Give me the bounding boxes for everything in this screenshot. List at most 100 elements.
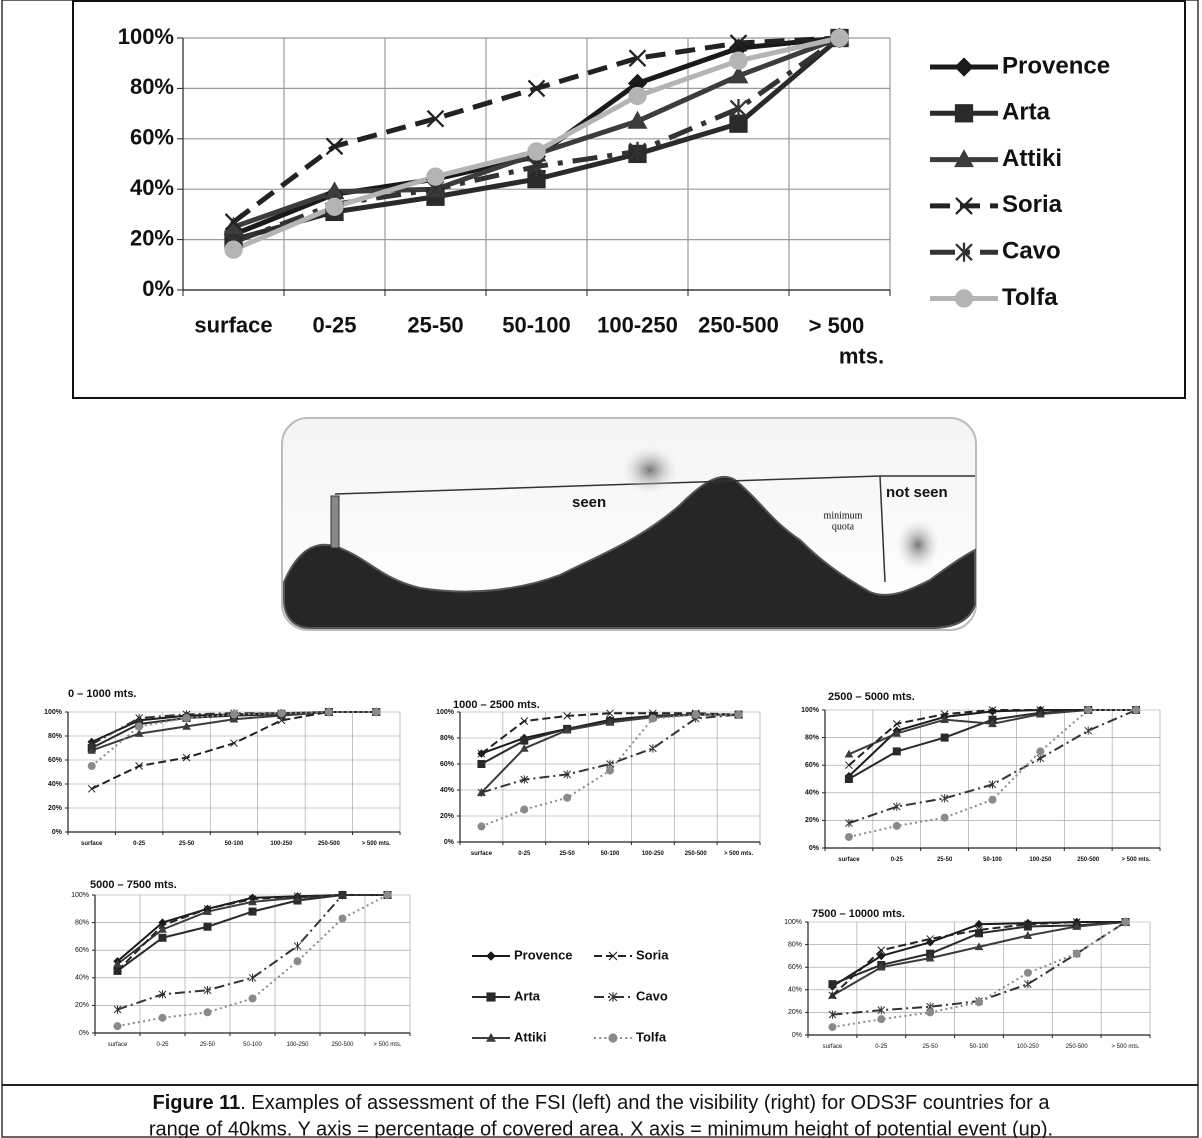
- x-tick-label: 0-25: [133, 841, 146, 847]
- y-tick-label: 100%: [71, 892, 89, 899]
- legend-label: Attiki: [514, 1029, 547, 1044]
- x-tick-label: 100-250: [286, 1042, 309, 1048]
- x-tick-label: 250-500: [331, 1042, 354, 1048]
- y-tick-label: 80%: [440, 735, 455, 742]
- marker-circle: [88, 763, 95, 770]
- marker-circle: [649, 715, 656, 722]
- line-chart: 1000 – 2500 mts.0%20%40%60%80%100%surfac…: [436, 699, 760, 857]
- marker-diamond: [989, 708, 996, 715]
- legend-marker: [487, 952, 495, 960]
- x-tick-label: 25-50: [937, 857, 953, 863]
- y-tick-label: 20%: [130, 225, 174, 250]
- x-tick-label: surface: [838, 857, 860, 863]
- y-tick-label: 0%: [792, 1032, 802, 1039]
- marker-circle: [384, 892, 391, 899]
- x-tick-label: 100-250: [1029, 857, 1052, 863]
- legend-marker: [487, 993, 495, 1001]
- y-tick-label: 80%: [48, 733, 63, 740]
- x-tick-label: 250-500: [685, 851, 708, 857]
- caption-text: . Examples of assessment of the FSI (lef…: [240, 1092, 1050, 1114]
- marker-circle: [294, 958, 301, 965]
- marker-circle: [327, 199, 343, 215]
- chart-title: 1000 – 2500 mts.: [453, 699, 540, 711]
- marker-circle: [607, 767, 614, 774]
- x-tick-label: surface: [471, 851, 493, 857]
- smoke-not-seen: [896, 519, 940, 571]
- legend-label: Soria: [636, 947, 669, 962]
- marker-square: [159, 934, 166, 941]
- not-seen-label: not seen: [886, 484, 948, 501]
- y-tick-label: 20%: [48, 805, 63, 812]
- y-tick-label: 60%: [75, 947, 89, 954]
- y-tick-label: 60%: [788, 964, 802, 971]
- legend-marker: [956, 291, 972, 307]
- marker-square: [478, 761, 485, 768]
- x-tick-label: 100-250: [642, 851, 665, 857]
- x-tick-label: 100-250: [270, 841, 293, 847]
- y-tick-label: 60%: [805, 762, 820, 769]
- marker-circle: [564, 794, 571, 801]
- marker-circle: [231, 711, 238, 718]
- y-tick-label: 100%: [436, 709, 455, 716]
- y-tick-label: 60%: [48, 757, 63, 764]
- x-tick-label: 25-50: [922, 1044, 938, 1050]
- x-tick-label: > 500 mts.: [362, 841, 392, 847]
- y-tick-label: 40%: [75, 975, 89, 982]
- chart-title: 0 – 1000 mts.: [68, 688, 137, 700]
- marker-circle: [373, 709, 380, 716]
- marker-circle: [159, 1014, 166, 1021]
- marker-circle: [1024, 969, 1031, 976]
- legend-label: Tolfa: [636, 1029, 667, 1044]
- marker-circle: [325, 709, 332, 716]
- x-tick-label: surface: [823, 1044, 843, 1050]
- marker-circle: [927, 1009, 934, 1016]
- y-tick-label: 20%: [805, 817, 820, 824]
- x-tick-label: 100-250: [1017, 1044, 1040, 1050]
- marker-circle: [1085, 707, 1092, 714]
- y-tick-label: 100%: [784, 919, 802, 926]
- x-tick-label: 0-25: [312, 313, 356, 338]
- marker-circle: [692, 711, 699, 718]
- x-tick-label: 250-500: [1077, 857, 1100, 863]
- marker-circle: [428, 169, 444, 185]
- y-tick-label: 40%: [440, 787, 455, 794]
- line-chart: 2500 – 5000 mts.0%20%40%60%80%100%surfac…: [801, 691, 1160, 863]
- x-tick-label: > 500 mts.: [724, 851, 754, 857]
- x-tick-label: > 500 mts.: [1121, 857, 1151, 863]
- y-tick-label: 40%: [130, 175, 174, 200]
- caption-line-2: range of 40kms. Y axis = percentage of c…: [149, 1118, 1053, 1138]
- marker-circle: [893, 822, 900, 829]
- y-tick-label: 0%: [52, 829, 63, 836]
- marker-circle: [249, 995, 256, 1002]
- marker-circle: [845, 833, 852, 840]
- marker-circle: [1122, 919, 1129, 926]
- chart-title: 5000 – 7500 mts.: [90, 879, 177, 891]
- x-tick-label: 50-100: [983, 857, 1002, 863]
- quota-label: quota: [832, 521, 855, 532]
- marker-square: [204, 923, 211, 930]
- marker-circle: [1073, 950, 1080, 957]
- x-tick-label: 0-25: [891, 857, 904, 863]
- y-tick-label: 80%: [130, 74, 174, 99]
- y-tick-label: 60%: [130, 125, 174, 150]
- minimum-label: minimum: [824, 510, 863, 521]
- y-tick-label: 80%: [788, 941, 802, 948]
- x-tick-label: > 500 mts.: [373, 1042, 402, 1048]
- x-tick-label: surface: [81, 841, 103, 847]
- x-tick-label: 50-100: [970, 1044, 989, 1050]
- x-tick-label: surface: [194, 313, 272, 338]
- marker-circle: [204, 1009, 211, 1016]
- y-tick-label: 0%: [444, 839, 455, 846]
- x-tick-label: 50-100: [225, 841, 244, 847]
- x-tick-label: surface: [108, 1042, 128, 1048]
- y-tick-label: 60%: [440, 761, 455, 768]
- marker-square: [249, 908, 256, 915]
- marker-circle: [521, 806, 528, 813]
- y-tick-label: 80%: [75, 919, 89, 926]
- series-line: [118, 895, 388, 964]
- x-tick-label: > 500 mts.: [809, 313, 885, 369]
- marker-asterisk: [136, 714, 143, 722]
- legend-marker: [956, 105, 972, 121]
- legend-label: Arta: [514, 988, 541, 1003]
- line-chart: 0%20%40%60%80%100%surface0-2525-5050-100…: [118, 24, 890, 369]
